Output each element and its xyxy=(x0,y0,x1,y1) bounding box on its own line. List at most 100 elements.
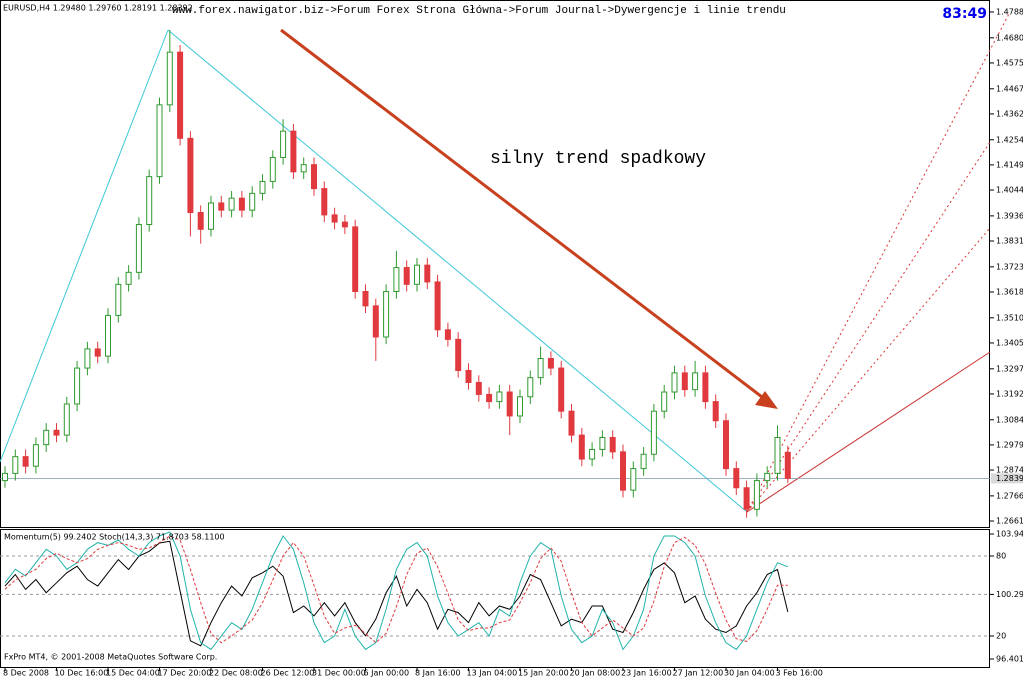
candle-body xyxy=(712,401,719,422)
y-tick-label: 1.40440 xyxy=(996,186,1023,195)
candle-body xyxy=(455,338,462,371)
candle-body xyxy=(671,372,678,393)
candle-body xyxy=(640,453,647,470)
drawings xyxy=(0,11,1011,513)
candle-body xyxy=(764,472,771,482)
fan-line xyxy=(746,141,991,513)
y-tick-label: 1.36180 xyxy=(996,287,1023,296)
candle-body xyxy=(352,226,359,293)
candle-body xyxy=(269,156,276,182)
candle-body xyxy=(94,348,101,357)
footer: FxPro MT4, © 2001-2008 MetaQuotes Softwa… xyxy=(4,653,217,662)
x-tick-label: 17 Dec 20:00 xyxy=(158,669,212,678)
candle-body xyxy=(496,391,503,403)
x-tick-label: 26 Dec 12:00 xyxy=(261,669,315,678)
candle-body xyxy=(589,448,596,460)
clock: 83:49 xyxy=(942,6,987,22)
x-tick-label: 8 Dec 2008 xyxy=(3,669,49,678)
watermark-url: www.forex.nawigator.biz->Forum Forex Str… xyxy=(172,5,786,17)
x-tick-label: 22 Dec 08:00 xyxy=(209,669,263,678)
y-tick-label: 1.45750 xyxy=(996,58,1023,67)
candle-body xyxy=(280,130,287,158)
y-tick-label: 96.4016 xyxy=(996,655,1023,664)
candle-body xyxy=(630,468,637,491)
candle-body xyxy=(661,391,668,412)
candle-body xyxy=(650,410,657,455)
candle-body xyxy=(506,391,513,417)
candles xyxy=(2,29,791,518)
indicator-line xyxy=(4,531,788,651)
candle-body xyxy=(733,468,740,489)
candle-body xyxy=(558,367,565,412)
y-tick-label: 100.2986 xyxy=(996,590,1023,599)
y-tick-label: 1.37230 xyxy=(996,262,1023,271)
candle-body xyxy=(547,358,554,369)
arrow xyxy=(280,28,763,399)
y-tick-label: 1.41490 xyxy=(996,160,1023,169)
y-tick-label: 1.46800 xyxy=(996,33,1023,42)
candle-body xyxy=(444,329,451,340)
y-tick-label: 1.42540 xyxy=(996,135,1023,144)
candle-body xyxy=(43,429,50,446)
candle-body xyxy=(743,487,750,510)
x-tick-label: 15 Dec 04:00 xyxy=(106,669,160,678)
indicator-line xyxy=(4,535,788,644)
candle-body xyxy=(259,180,266,194)
y-tick-label: 1.29790 xyxy=(996,440,1023,449)
candle-body xyxy=(568,410,575,436)
candle-body xyxy=(135,223,142,273)
y2-tick-label: 80 xyxy=(996,551,1006,560)
price-frame xyxy=(0,0,990,528)
y-tick-label: 1.35100 xyxy=(996,313,1023,322)
candle-body xyxy=(32,444,39,467)
x-tick-label: 23 Jan 16:00 xyxy=(621,669,672,678)
candle-body xyxy=(22,456,29,467)
x-tick-label: 15 Jan 20:00 xyxy=(518,669,569,678)
x-tick-label: 13 Jan 04:00 xyxy=(467,669,518,678)
candle-body xyxy=(414,264,420,285)
x-tick-label: 27 Jan 12:00 xyxy=(673,669,724,678)
candle-body xyxy=(465,369,472,383)
candle-body xyxy=(311,164,317,190)
trend-line xyxy=(167,29,748,513)
indicator-header: Momentum(5) 99.2402 Stoch(14,3,3) 71.870… xyxy=(4,533,225,542)
candle-body xyxy=(681,372,688,391)
indicator-frame xyxy=(0,529,990,668)
candle-body xyxy=(12,456,19,474)
candle-body xyxy=(517,396,523,417)
candle-body xyxy=(197,212,204,230)
x-tick-label: 10 Dec 16:00 xyxy=(55,669,109,678)
candle-body xyxy=(321,188,328,216)
current-price-box xyxy=(991,473,1023,484)
candle-body xyxy=(115,283,122,316)
candle-body xyxy=(620,451,626,491)
y-tick-label: 1.47880 xyxy=(996,7,1023,16)
candle-body xyxy=(228,197,235,211)
x-tick-label: 6 Jan 00:00 xyxy=(364,669,410,678)
candle-body xyxy=(208,202,214,230)
candle-body xyxy=(692,372,699,391)
candle-body xyxy=(486,393,493,403)
candle-body xyxy=(784,451,791,479)
y-tick-label: 1.32970 xyxy=(996,364,1023,373)
candle-body xyxy=(723,420,729,470)
candle-body xyxy=(331,214,338,223)
candle-body xyxy=(424,264,431,283)
y-tick-label: 1.28740 xyxy=(996,466,1023,475)
candle-body xyxy=(300,164,307,173)
candle-body xyxy=(2,472,8,482)
candle-body xyxy=(362,291,369,307)
y-tick-label: 1.34050 xyxy=(996,338,1023,347)
y-tick-label: 1.44670 xyxy=(996,84,1023,93)
y-tick-label: 103.9417 xyxy=(996,530,1023,539)
x-tick-label: 8 Jan 16:00 xyxy=(415,669,461,678)
candle-body xyxy=(475,381,482,395)
candle-body xyxy=(105,314,111,357)
candle-body xyxy=(774,436,781,474)
candle-body xyxy=(177,51,184,139)
symbol-header: EURUSD,H4 1.29480 1.29760 1.28191 1.2839… xyxy=(3,4,193,13)
candle-body xyxy=(290,130,297,173)
fan-line xyxy=(746,11,1011,513)
y-tick-label: 1.43620 xyxy=(996,109,1023,118)
